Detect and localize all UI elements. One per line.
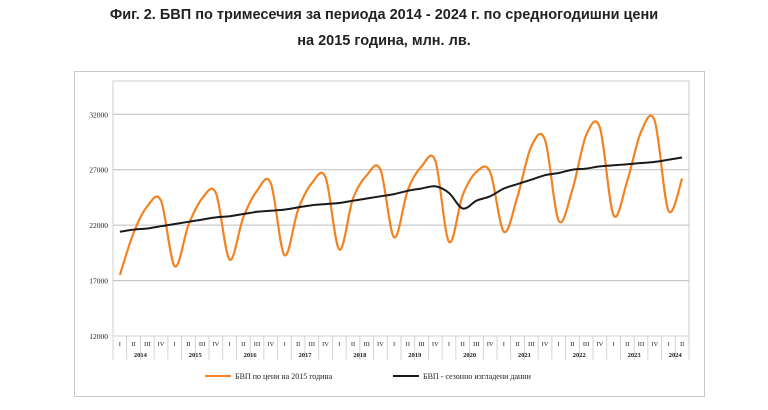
x-tick-label: I — [119, 341, 121, 348]
x-tick-label: I — [503, 341, 505, 348]
x-tick-label: IV — [487, 341, 494, 348]
x-year-label: 2016 — [244, 352, 258, 359]
x-tick-label: I — [338, 341, 340, 348]
chart-area: 12000 17000 22000 27000 32000 I II III IV I II III I… — [74, 71, 705, 397]
x-tick-label: I — [228, 341, 230, 348]
x-tick-label: IV — [267, 341, 274, 348]
x-year-label: 2021 — [518, 352, 531, 359]
x-tick-label: II — [461, 341, 465, 348]
x-year-label: 2017 — [299, 352, 313, 359]
y-tick-label: 12000 — [89, 332, 108, 341]
y-tick-label: 17000 — [89, 277, 108, 286]
x-year-label: 2023 — [628, 352, 642, 359]
x-year-label: 2024 — [669, 352, 683, 359]
x-tick-label: II — [570, 341, 574, 348]
x-tick-label: IV — [596, 341, 603, 348]
x-tick-label: I — [558, 341, 560, 348]
x-tick-label: IV — [377, 341, 384, 348]
plot-border — [112, 80, 690, 337]
x-tick-label: III — [583, 341, 590, 348]
series-line-1 — [118, 114, 684, 276]
x-tick-label: III — [638, 341, 645, 348]
x-tick-label: III — [254, 341, 261, 348]
x-tick-label: I — [612, 341, 614, 348]
y-tick-label: 27000 — [89, 166, 108, 175]
x-tick-label: II — [296, 341, 300, 348]
x-tick-label: I — [174, 341, 176, 348]
series-line-2 — [119, 156, 683, 233]
x-tick-label: III — [199, 341, 206, 348]
x-year-label: 2018 — [353, 352, 367, 359]
y-tick-label: 32000 — [89, 110, 108, 119]
x-tick-label: II — [351, 341, 355, 348]
x-year-label: 2020 — [463, 352, 476, 359]
x-year-label: 2014 — [134, 352, 148, 359]
x-tick-label: IV — [432, 341, 439, 348]
x-tick-label: III — [418, 341, 425, 348]
x-tick-label: II — [625, 341, 629, 348]
x-tick-label: I — [448, 341, 450, 348]
x-tick-label: I — [393, 341, 395, 348]
x-tick-label: II — [515, 341, 519, 348]
x-tick-label: II — [680, 341, 684, 348]
x-tick-label: IV — [158, 341, 165, 348]
chart-title-line2: на 2015 година, млн. лв. — [297, 33, 471, 49]
x-tick-label: III — [528, 341, 535, 348]
x-tick-label: III — [144, 341, 151, 348]
legend-label-1: БВП по цени на 2015 година — [235, 372, 333, 381]
x-tick-label: II — [241, 341, 245, 348]
chart-title-line1: Фиг. 2. БВП по тримесечия за периода 201… — [109, 7, 659, 23]
x-tick-label: II — [131, 341, 135, 348]
x-tick-label: IV — [651, 341, 658, 348]
x-year-label: 2015 — [189, 352, 203, 359]
x-tick-label: IV — [212, 341, 219, 348]
x-tick-label: IV — [542, 341, 549, 348]
x-year-label: 2019 — [408, 352, 422, 359]
x-tick-label: IV — [322, 341, 329, 348]
x-year-label: 2022 — [573, 352, 586, 359]
x-tick-label: III — [363, 341, 370, 348]
y-tick-label: 22000 — [89, 221, 108, 230]
x-tick-label: II — [406, 341, 410, 348]
x-tick-label: I — [667, 341, 669, 348]
x-tick-label: II — [186, 341, 190, 348]
x-tick-label: III — [309, 341, 316, 348]
legend-label-2: БВП - сезонно изгладени данни — [423, 372, 532, 381]
x-tick-label: III — [473, 341, 480, 348]
x-tick-label: I — [283, 341, 285, 348]
